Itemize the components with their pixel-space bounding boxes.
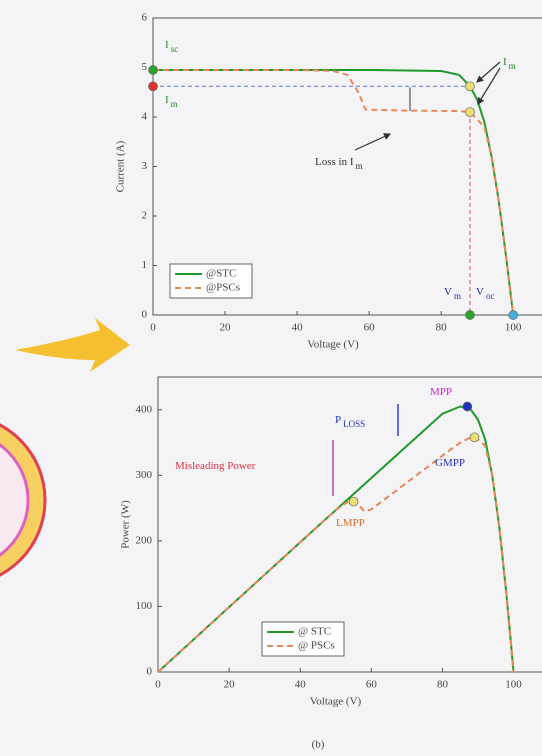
annotation-text: LMPP <box>336 517 365 529</box>
annotation-arrow <box>354 133 392 151</box>
annotation-text: P <box>335 414 341 426</box>
x-tick-label: 40 <box>295 679 307 691</box>
y-tick-label: 1 <box>142 259 148 271</box>
point-marker <box>465 310 475 320</box>
annotation-sub: m <box>509 61 516 71</box>
point-marker <box>148 65 158 75</box>
point-marker <box>465 107 475 117</box>
point-marker <box>465 81 475 92</box>
annotation-arrow <box>476 61 501 83</box>
annotation: P LOSS <box>335 414 365 430</box>
plot-area <box>157 376 542 673</box>
y-tick-label: 200 <box>136 534 153 546</box>
y-tick-label: 5 <box>142 61 148 73</box>
y-tick-label: 2 <box>142 210 148 222</box>
annotation-sub: m <box>171 99 178 109</box>
annotation: Misleading Power <box>175 460 256 472</box>
x-tick-label: 60 <box>364 322 376 334</box>
y-axis-label: Power (W) <box>120 500 132 549</box>
x-tick-label: 100 <box>505 322 522 334</box>
legend-box <box>261 621 345 657</box>
point-marker <box>348 496 359 507</box>
annotation-arrow <box>477 67 501 106</box>
annotation-text: V <box>476 286 484 298</box>
y-tick-label: 0 <box>147 666 153 678</box>
x-tick-label: 40 <box>292 322 304 334</box>
legend-box <box>169 263 253 299</box>
x-tick-label: 0 <box>155 679 161 691</box>
annotation-text: I <box>503 56 507 68</box>
x-tick-label: 80 <box>437 679 449 691</box>
x-tick-label: 80 <box>436 322 448 334</box>
x-axis-label: Voltage (V) <box>307 339 359 351</box>
series-line <box>153 68 515 316</box>
y-tick-label: 3 <box>142 160 148 172</box>
decor-circle-inner <box>0 443 30 557</box>
annotation-text: I <box>165 39 169 51</box>
legend-label: @ STC <box>298 626 331 638</box>
legend-label: @PSCs <box>206 282 240 294</box>
annotation-sub: m <box>454 291 461 301</box>
annotation-sub: m <box>356 161 363 171</box>
annotation-text: GMPP <box>435 457 465 469</box>
annotation-sub: oc <box>486 291 495 301</box>
x-tick-label: 60 <box>366 679 378 691</box>
y-axis-label: Current (A) <box>115 140 127 192</box>
series-line <box>157 436 515 673</box>
x-tick-label: 20 <box>224 679 236 691</box>
legend-label: @ PSCs <box>298 640 335 652</box>
point-marker <box>508 310 519 320</box>
y-tick-label: 0 <box>142 309 148 321</box>
point-marker <box>148 81 158 92</box>
annotation: LMPP <box>336 517 365 529</box>
y-tick-label: 6 <box>142 12 148 24</box>
x-axis-label: Voltage (V) <box>310 696 362 708</box>
annotation-text: MPP <box>430 386 452 398</box>
annotation-text: V <box>444 286 452 298</box>
annotation-text: I <box>165 94 169 106</box>
point-marker <box>469 432 480 443</box>
annotation: MPP <box>430 386 452 398</box>
annotation: GMPP <box>435 457 465 469</box>
x-tick-label: 100 <box>505 679 522 691</box>
legend-label: @STC <box>206 268 236 280</box>
y-tick-label: 4 <box>142 111 148 123</box>
annotation-text: Loss in I <box>315 156 354 168</box>
x-tick-label: 0 <box>150 322 156 334</box>
y-tick-label: 400 <box>136 403 153 415</box>
y-tick-label: 300 <box>136 469 153 481</box>
point-marker <box>462 401 473 412</box>
annotation-sub: LOSS <box>343 419 365 429</box>
decor-arrow <box>15 318 130 372</box>
caption: (b) <box>312 739 325 751</box>
annotation-sub: sc <box>171 44 179 54</box>
y-tick-label: 100 <box>136 600 153 612</box>
x-tick-label: 20 <box>220 322 232 334</box>
annotation-text: Misleading Power <box>175 460 256 472</box>
